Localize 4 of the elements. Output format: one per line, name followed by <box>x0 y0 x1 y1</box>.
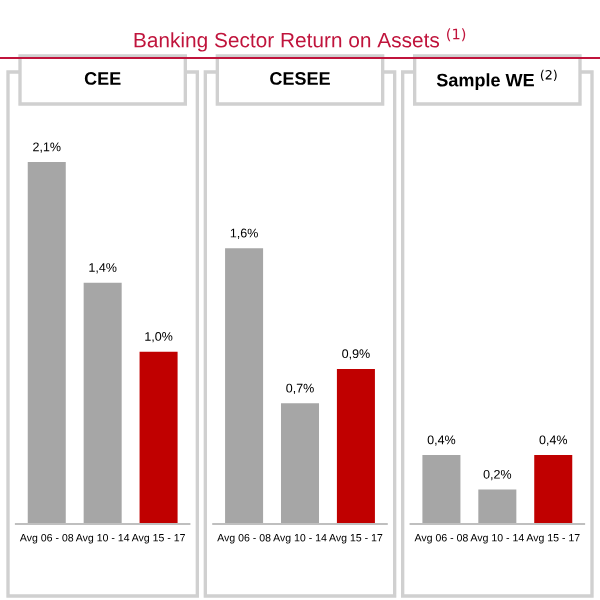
chart-title: Sample WE $^{(2)}$ <box>436 69 557 91</box>
chart-title: CESEE <box>270 72 330 85</box>
chart-title: CEE <box>84 72 121 85</box>
text: Banking Sector Return on Assets $^{(1)}$ <box>134 28 466 52</box>
